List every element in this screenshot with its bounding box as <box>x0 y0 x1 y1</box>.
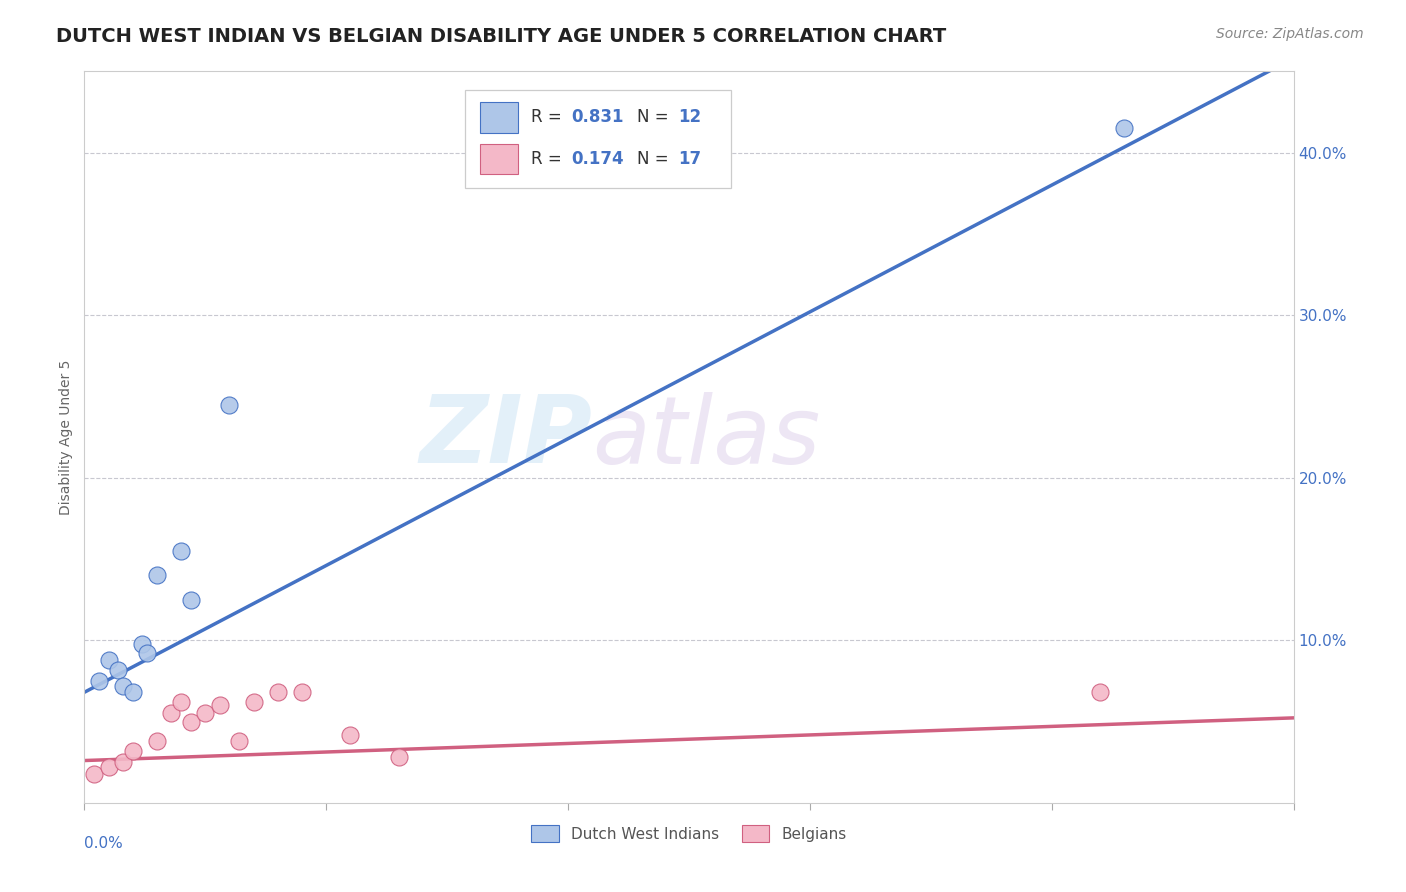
Text: 0.174: 0.174 <box>572 150 624 168</box>
Point <box>228 734 250 748</box>
Point <box>267 685 290 699</box>
Text: N =: N = <box>637 109 673 127</box>
FancyBboxPatch shape <box>479 144 519 175</box>
Point <box>170 544 193 558</box>
Point <box>136 646 159 660</box>
Point <box>87 673 110 688</box>
Point <box>83 766 105 780</box>
Point <box>112 755 135 769</box>
Point <box>97 760 120 774</box>
Point <box>1088 685 1111 699</box>
Text: N =: N = <box>637 150 673 168</box>
Legend: Dutch West Indians, Belgians: Dutch West Indians, Belgians <box>523 817 855 850</box>
Point <box>121 685 143 699</box>
FancyBboxPatch shape <box>479 102 519 133</box>
Point <box>121 744 143 758</box>
Point <box>97 653 120 667</box>
Point <box>170 695 193 709</box>
Point <box>208 698 231 713</box>
Text: DUTCH WEST INDIAN VS BELGIAN DISABILITY AGE UNDER 5 CORRELATION CHART: DUTCH WEST INDIAN VS BELGIAN DISABILITY … <box>56 27 946 45</box>
Point <box>112 679 135 693</box>
Y-axis label: Disability Age Under 5: Disability Age Under 5 <box>59 359 73 515</box>
Point <box>146 568 169 582</box>
Point <box>160 706 183 721</box>
Point <box>1114 121 1136 136</box>
Text: 17: 17 <box>678 150 702 168</box>
Text: atlas: atlas <box>592 392 821 483</box>
Text: R =: R = <box>530 109 567 127</box>
Text: 0.0%: 0.0% <box>84 836 124 851</box>
Point <box>291 685 314 699</box>
Point <box>180 592 202 607</box>
Point <box>242 695 264 709</box>
Point <box>339 727 361 741</box>
Point <box>388 750 411 764</box>
Text: 12: 12 <box>678 109 702 127</box>
Point <box>218 398 240 412</box>
Point <box>180 714 202 729</box>
Text: Source: ZipAtlas.com: Source: ZipAtlas.com <box>1216 27 1364 41</box>
Text: 0.831: 0.831 <box>572 109 624 127</box>
Text: ZIP: ZIP <box>419 391 592 483</box>
Point <box>107 663 129 677</box>
Point <box>131 636 153 650</box>
Point <box>194 706 217 721</box>
FancyBboxPatch shape <box>465 90 731 188</box>
Point <box>146 734 169 748</box>
Text: R =: R = <box>530 150 567 168</box>
